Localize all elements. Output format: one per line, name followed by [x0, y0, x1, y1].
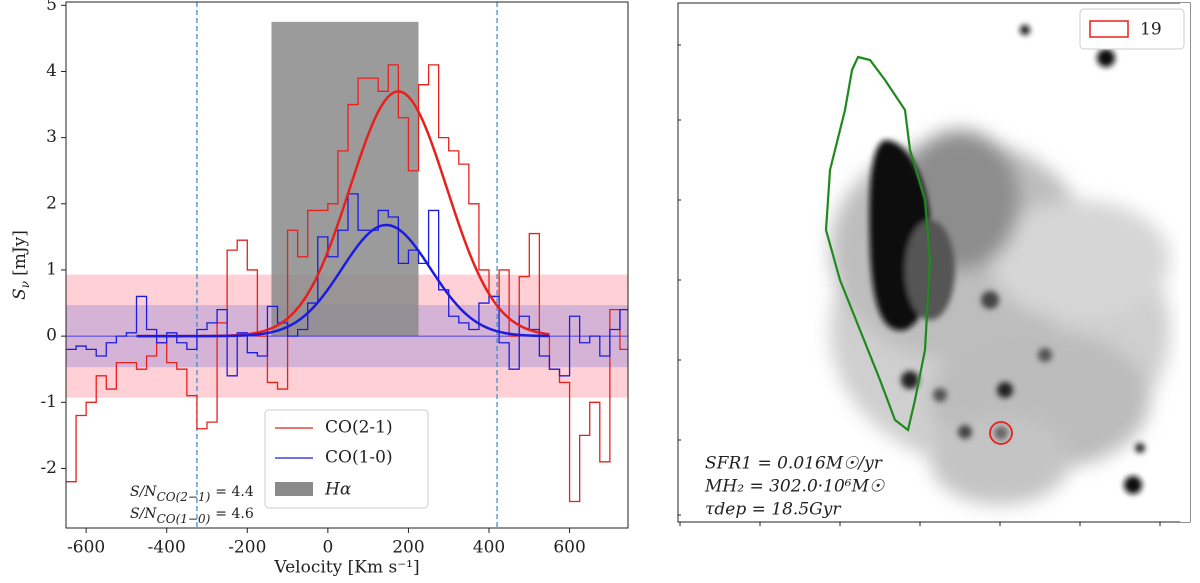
legend-label: CO(2-1)	[325, 418, 393, 438]
legend-label: CO(1-0)	[325, 448, 393, 468]
x-tick-label: 600	[553, 538, 585, 558]
y-tick-label: 0	[46, 326, 57, 346]
legend-swatch	[275, 482, 313, 496]
legend-swatch	[1089, 20, 1129, 38]
x-tick-label: -200	[228, 538, 266, 558]
annotation-sub: CO(1−0)	[157, 512, 211, 526]
image-ticks	[678, 44, 1161, 526]
y-tick-label: 3	[46, 127, 57, 147]
image-annotation: τdep = 18.5Gyr	[705, 500, 841, 520]
image-annotation: MH₂ = 302.0·10⁶M☉	[704, 477, 885, 497]
x-axis-label: Velocity [Km s⁻¹]	[273, 558, 419, 578]
y-axis-label-sub: ν	[18, 281, 32, 288]
step-line	[66, 193, 628, 377]
aperture	[989, 421, 1013, 445]
halpha-span	[271, 21, 419, 337]
annotation: S/NCO(2−1) = 4.4	[130, 484, 254, 504]
annotation: S/NCO(1−0) = 4.6	[130, 506, 254, 526]
x-tick-label: 0	[322, 538, 333, 558]
annotation-tail: = 4.4	[215, 484, 254, 500]
image-annotation: SFR1 = 0.016M☉/yr	[705, 454, 883, 474]
annotation-main: S/N	[130, 484, 157, 500]
y-tick-label: 1	[46, 259, 57, 279]
y-tick-label: -1	[40, 392, 57, 412]
legend-label: 19	[1140, 20, 1162, 40]
y-tick-label: 2	[46, 193, 57, 213]
x-tick-label: -400	[148, 538, 186, 558]
plot-area	[66, 2, 628, 528]
y-tick-label: 4	[46, 61, 57, 81]
x-tick-label: -600	[67, 538, 105, 558]
annotation-main: S/N	[130, 506, 157, 522]
image-panel: 19 SFR1 = 0.016M☉/yr MH₂ = 302.0·10⁶M☉ τdep…	[677, 2, 1191, 526]
x-tick-label: 400	[473, 538, 505, 558]
spectrum-panel: -600 -400 -200 0 200 400 600 -2 -1 0 1 2 3 4 5 Velocity…	[10, 0, 629, 578]
gauss-fit	[136, 223, 550, 338]
y-axis-label-main: S	[10, 288, 30, 300]
legend-box	[1079, 8, 1185, 50]
y-axis-label-tail: [mJy]	[10, 230, 30, 276]
y-axis-label: Sν [mJy]	[10, 230, 32, 300]
annotation-tail: = 4.6	[215, 506, 254, 522]
legend-label: Hα	[324, 480, 352, 500]
annotation-sub: CO(2−1)	[157, 490, 211, 504]
x-tick-label: 200	[392, 538, 424, 558]
axes-frame	[65, 1, 629, 529]
y-tick-label: -2	[40, 458, 57, 478]
y-tick-label: 5	[46, 0, 57, 15]
contour	[824, 55, 932, 432]
